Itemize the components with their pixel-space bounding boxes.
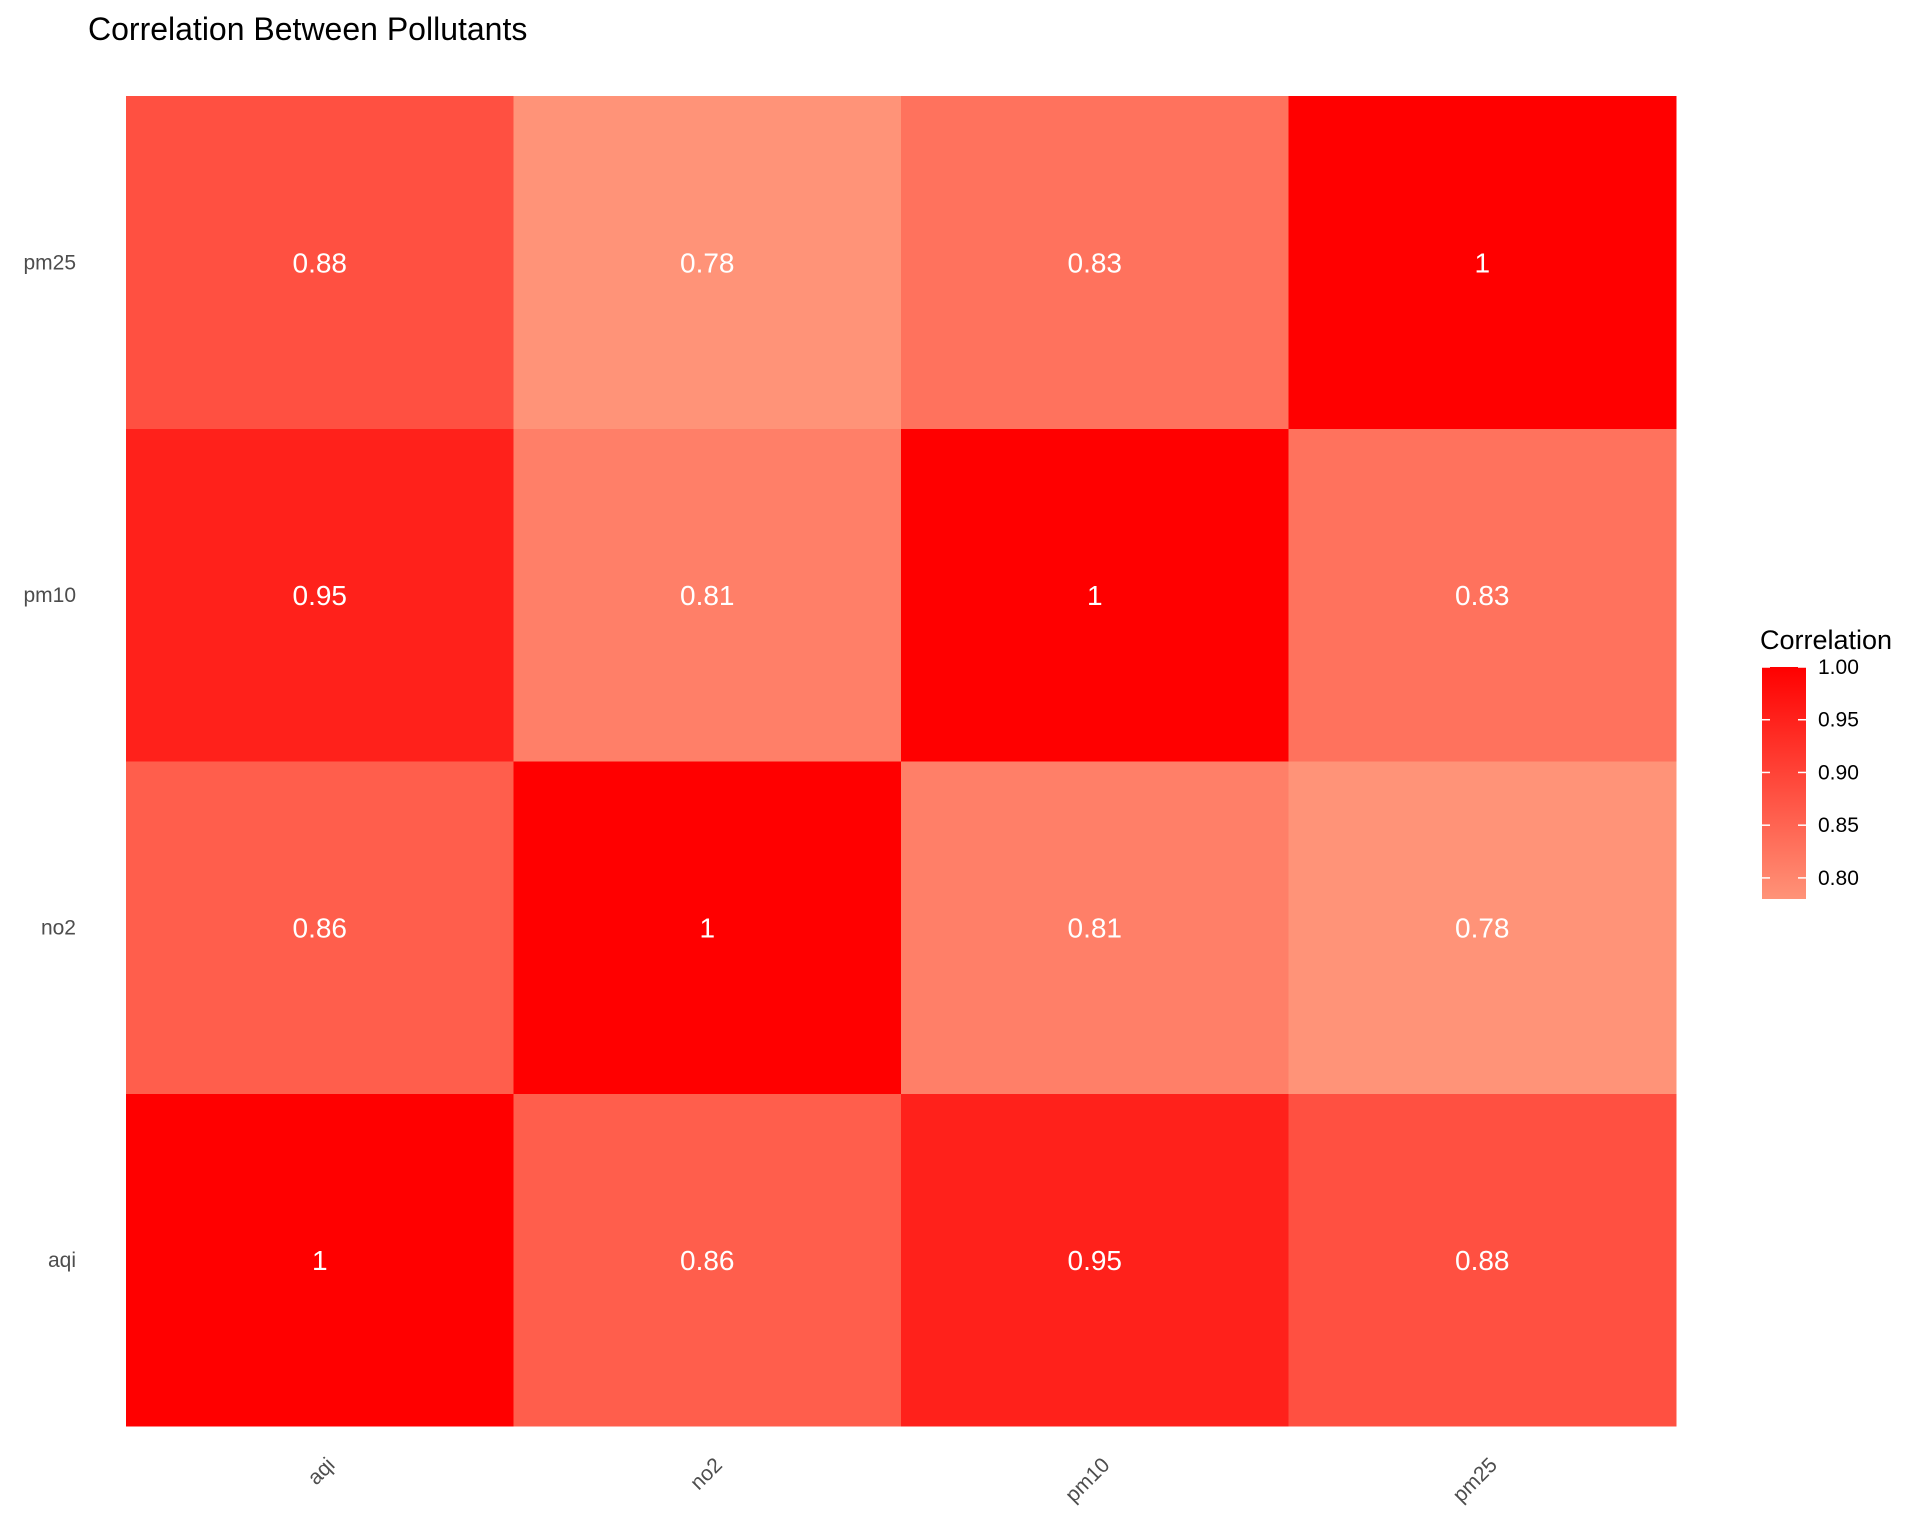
x-axis-tick-labels: aqi no2 pm10 pm25 bbox=[303, 1453, 1502, 1506]
cell-value-label: 1 bbox=[1087, 580, 1103, 611]
heatmap-cell-labels: 1 0.86 0.95 0.88 0.86 1 0.81 0.78 0.95 0.81 1 0.83 0… bbox=[293, 247, 1510, 1276]
heatmap-cell-aqi-aqi bbox=[126, 1093, 514, 1427]
heatmap-cell-aqi-no2 bbox=[513, 1093, 902, 1427]
chart-title: Correlation Between Pollutants bbox=[88, 11, 527, 47]
heatmap-cell-no2-aqi bbox=[126, 761, 514, 1094]
heatmap-cell-pm10-aqi bbox=[126, 428, 514, 762]
cell-value-label: 0.95 bbox=[1068, 1245, 1123, 1276]
x-tick-label: pm25 bbox=[1449, 1453, 1502, 1506]
cell-value-label: 0.86 bbox=[293, 912, 348, 943]
heatmap-cells bbox=[126, 96, 1677, 1427]
heatmap-cell-pm25-aqi bbox=[126, 96, 514, 429]
cell-value-label: 0.83 bbox=[1455, 580, 1510, 611]
legend-title: Correlation bbox=[1760, 625, 1892, 655]
heatmap-cell-pm10-pm10 bbox=[901, 428, 1289, 762]
heatmap-cell-aqi-pm10 bbox=[901, 1093, 1289, 1427]
cell-value-label: 0.81 bbox=[680, 580, 735, 611]
heatmap-cell-pm25-pm10 bbox=[901, 96, 1289, 429]
cell-value-label: 1 bbox=[699, 912, 715, 943]
cell-value-label: 1 bbox=[312, 1245, 328, 1276]
cell-value-label: 0.81 bbox=[1068, 912, 1123, 943]
y-tick-label: no2 bbox=[41, 916, 76, 939]
y-tick-label: aqi bbox=[48, 1249, 76, 1272]
x-tick-label: aqi bbox=[303, 1453, 339, 1489]
x-tick-label: pm10 bbox=[1061, 1453, 1114, 1506]
color-legend: Correlation 1.00 0.95 0.90 0.85 0.80 bbox=[1760, 625, 1892, 899]
cell-value-label: 1 bbox=[1474, 247, 1490, 278]
cell-value-label: 0.83 bbox=[1068, 247, 1123, 278]
y-tick-label: pm25 bbox=[23, 251, 76, 274]
legend-tick-label: 1.00 bbox=[1818, 656, 1859, 679]
heatmap-cell-pm25-no2 bbox=[513, 96, 902, 429]
cell-value-label: 0.95 bbox=[293, 580, 348, 611]
heatmap-cell-pm10-pm25 bbox=[1288, 428, 1677, 762]
heatmap-cell-pm25-pm25 bbox=[1288, 96, 1677, 429]
legend-color-bar bbox=[1762, 667, 1806, 899]
cell-value-label: 0.88 bbox=[1455, 1245, 1510, 1276]
heatmap-cell-pm10-no2 bbox=[513, 428, 902, 762]
x-tick-label: no2 bbox=[686, 1453, 727, 1494]
legend-ticks: 1.00 0.95 0.90 0.85 0.80 bbox=[1762, 656, 1859, 890]
legend-tick-label: 0.90 bbox=[1818, 761, 1859, 784]
y-tick-label: pm10 bbox=[23, 584, 76, 607]
cell-value-label: 0.86 bbox=[680, 1245, 735, 1276]
heatmap-cell-no2-pm25 bbox=[1288, 761, 1677, 1094]
cell-value-label: 0.78 bbox=[1455, 912, 1510, 943]
heatmap-cell-no2-no2 bbox=[513, 761, 902, 1094]
legend-tick-label: 0.85 bbox=[1818, 814, 1859, 837]
legend-tick-label: 0.95 bbox=[1818, 709, 1859, 732]
cell-value-label: 0.78 bbox=[680, 247, 735, 278]
heatmap-cell-aqi-pm25 bbox=[1288, 1093, 1677, 1427]
y-axis-tick-labels: aqi no2 pm10 pm25 bbox=[23, 251, 76, 1272]
legend-tick-label: 0.80 bbox=[1818, 867, 1859, 890]
cell-value-label: 0.88 bbox=[293, 247, 348, 278]
heatmap-cell-no2-pm10 bbox=[901, 761, 1289, 1094]
